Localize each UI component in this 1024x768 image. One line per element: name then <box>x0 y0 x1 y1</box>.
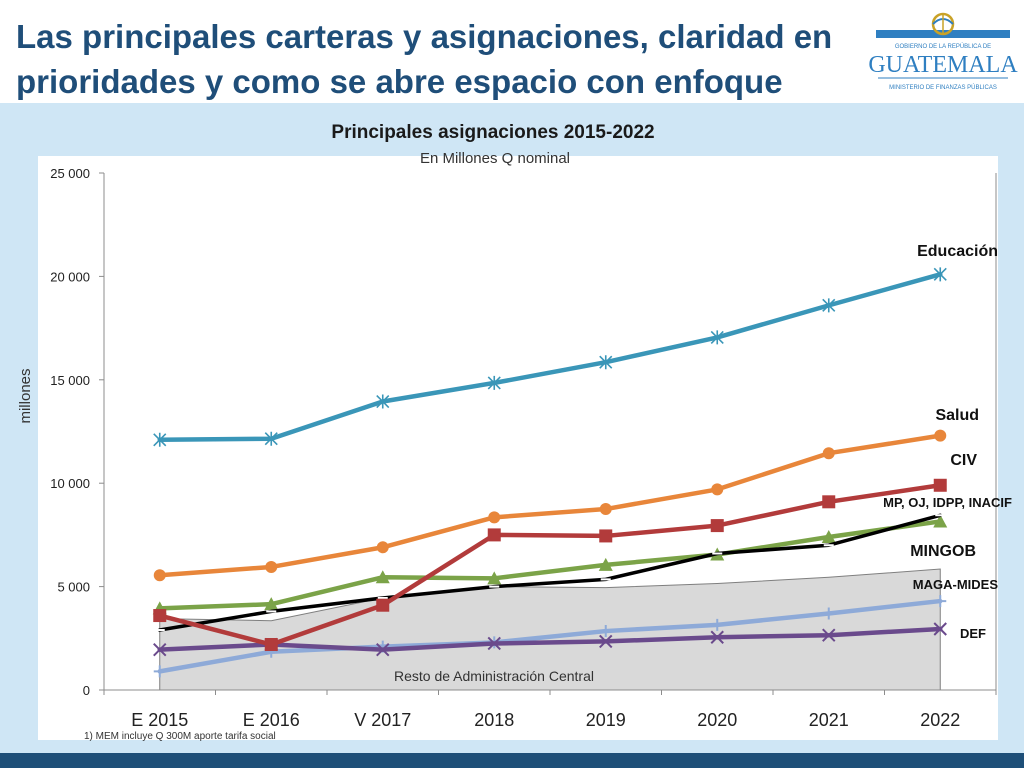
point-mp-oj-idpp-inacif <box>375 570 390 584</box>
legend-label-salud: Salud <box>935 407 979 424</box>
series-line-educacion <box>157 272 943 443</box>
point-def <box>822 628 836 642</box>
chart-subtitle: En Millones Q nominal <box>420 150 570 167</box>
point-educacion <box>933 267 947 282</box>
x-tick-label: V 2017 <box>354 710 411 730</box>
footnote: 1) MEM incluye Q 300M aporte tarifa soci… <box>84 731 276 742</box>
point-educacion <box>822 298 836 313</box>
point-mp-oj-idpp-inacif <box>598 557 613 571</box>
point-civ <box>376 598 390 612</box>
legend-label-civ: CIV <box>950 452 977 469</box>
logo-name: GUATEMALA <box>868 52 1018 78</box>
area-label: Resto de Administración Central <box>394 668 594 684</box>
point-salud <box>711 483 724 496</box>
point-salud <box>488 511 501 524</box>
y-tick-label: 5 000 <box>57 580 90 595</box>
y-tick-label: 0 <box>83 683 90 698</box>
point-salud <box>934 429 947 442</box>
point-civ <box>264 638 278 652</box>
series-line-salud <box>157 433 943 578</box>
slide-header: Las principales carteras y asignaciones,… <box>0 0 1024 103</box>
legend-label-mp-oj-idpp-inacif: MP, OJ, IDPP, INACIF <box>883 495 1012 510</box>
point-maga-mides <box>153 665 166 678</box>
point-salud <box>822 447 835 460</box>
y-tick-label: 15 000 <box>50 373 90 388</box>
point-civ <box>933 478 947 492</box>
guatemala-logo: GOBIERNO DE LA REPÚBLICA DE GUATEMALA MI… <box>868 12 1018 91</box>
logo-line1: GOBIERNO DE LA REPÚBLICA DE <box>895 43 991 50</box>
y-tick-label: 25 000 <box>50 166 90 181</box>
point-civ <box>153 609 167 623</box>
point-mp-oj-idpp-inacif <box>821 529 836 543</box>
slide-title: Las principales carteras y asignaciones,… <box>16 18 833 100</box>
point-civ <box>822 495 836 509</box>
x-tick-label: 2022 <box>920 710 960 730</box>
y-axis-label: millones <box>17 368 34 423</box>
legend-label-educacion: Educación <box>917 243 998 260</box>
area-layer: Resto de Administración Central <box>159 568 941 691</box>
point-def <box>710 630 724 644</box>
series-line-civ <box>157 483 943 647</box>
point-def <box>599 634 613 649</box>
series-layer <box>152 267 948 678</box>
point-maga-mides <box>599 625 612 638</box>
chart-title: Principales asignaciones 2015-2022 <box>331 122 654 143</box>
point-def <box>487 636 501 651</box>
series-line-mp-oj-idpp-inacif <box>157 519 943 611</box>
x-tick-label: 2021 <box>809 710 849 730</box>
point-maga-mides <box>822 607 835 620</box>
area-resto-administracion-central <box>159 568 941 691</box>
point-salud <box>376 541 389 554</box>
series-line-def <box>157 626 943 652</box>
legend-label-maga-mides: MAGA-MIDES <box>913 577 999 592</box>
point-educacion <box>264 431 278 446</box>
x-tick-label: E 2016 <box>243 710 300 730</box>
footer-bar <box>0 753 1024 768</box>
point-def <box>933 622 947 636</box>
legend-label-def: DEF <box>960 626 986 641</box>
point-mp-oj-idpp-inacif <box>933 514 948 528</box>
labels-layer: Educación Salud CIV MP, OJ, IDPP, INACIF MIN… <box>883 243 1012 641</box>
x-tick-label: 2020 <box>697 710 737 730</box>
series-educacion <box>153 267 947 447</box>
point-civ <box>599 529 613 543</box>
point-mp-oj-idpp-inacif <box>487 571 502 585</box>
point-salud <box>265 560 278 573</box>
point-def <box>376 642 390 657</box>
x-tick-label: 2018 <box>474 710 514 730</box>
y-tick-label: 20 000 <box>50 269 90 284</box>
point-civ <box>710 519 724 533</box>
logo-line2: MINISTERIO DE FINANZAS PÚBLICAS <box>889 84 997 91</box>
series-line-mingob <box>158 513 942 632</box>
point-educacion <box>487 375 501 390</box>
point-educacion <box>376 394 390 409</box>
point-maga-mides <box>711 618 724 631</box>
legend-label-mingob: MINGOB <box>910 543 976 560</box>
point-educacion <box>599 355 613 370</box>
axes-layer: 0 5 000 10 000 15 000 20 000 25 000 E 2015 E 20… <box>50 166 997 730</box>
series-civ <box>153 478 947 652</box>
x-tick-label: 2019 <box>586 710 626 730</box>
point-educacion <box>710 330 724 345</box>
point-salud <box>153 569 166 582</box>
x-tick-label: E 2015 <box>131 710 188 730</box>
point-mp-oj-idpp-inacif <box>264 597 279 611</box>
point-civ <box>487 528 501 542</box>
point-def <box>153 642 167 657</box>
point-educacion <box>153 432 167 447</box>
point-salud <box>599 503 612 516</box>
point-maga-mides <box>934 595 947 608</box>
series-salud <box>153 429 947 582</box>
y-tick-label: 10 000 <box>50 476 90 491</box>
series-mingob <box>154 513 946 632</box>
series-line-maga-mides <box>157 598 943 674</box>
